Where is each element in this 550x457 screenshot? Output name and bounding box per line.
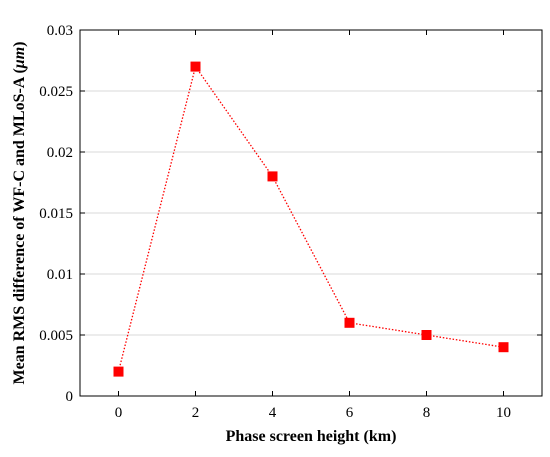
- data-point-marker: [498, 342, 509, 353]
- y-tick-label: 0.005: [39, 328, 73, 344]
- y-tick-label: 0.03: [47, 23, 73, 39]
- y-tick-label: 0: [66, 389, 74, 405]
- y-axis-title: Mean RMS difference of WF-C and MLoS-A (…: [11, 42, 28, 385]
- gridlines: [80, 90, 542, 336]
- series-line-segment: [271, 176, 351, 324]
- data-point-marker: [267, 171, 278, 182]
- y-tick-label: 0.025: [39, 84, 73, 100]
- x-tick-label: 0: [115, 405, 123, 421]
- series-markers: [113, 61, 509, 377]
- data-point-marker: [421, 330, 432, 340]
- y-tick-label: 0.02: [47, 145, 73, 161]
- y-tick-label: 0.01: [47, 267, 73, 283]
- y-tick-labels: 0 0.005 0.01 0.015 0.02 0.025 0.03: [39, 23, 73, 405]
- series-line-segment: [194, 66, 274, 177]
- data-point-marker: [113, 366, 124, 377]
- y-axis-title-unit: μm: [11, 47, 28, 69]
- x-tick-label: 4: [269, 405, 277, 421]
- x-tick-label: 6: [346, 405, 354, 421]
- data-point-marker: [344, 317, 355, 328]
- y-axis-title-main: Mean RMS difference of WF-C and MLoS-A (: [11, 68, 28, 384]
- data-point-marker: [190, 61, 201, 72]
- y-tick-label: 0.015: [39, 206, 73, 222]
- x-tick-label: 10: [496, 405, 511, 421]
- x-tick-label: 8: [423, 405, 431, 421]
- series-lines: [117, 66, 504, 372]
- series-line-segment: [117, 66, 197, 372]
- x-tick-label: 2: [192, 405, 200, 421]
- plot-frame: [79, 29, 543, 397]
- x-tick-labels: 0 2 4 6 8 10: [115, 405, 511, 421]
- y-axis-title-close: ): [11, 42, 28, 47]
- axis-ticks: [80, 29, 542, 397]
- x-axis-title: Phase screen height (km): [226, 428, 397, 445]
